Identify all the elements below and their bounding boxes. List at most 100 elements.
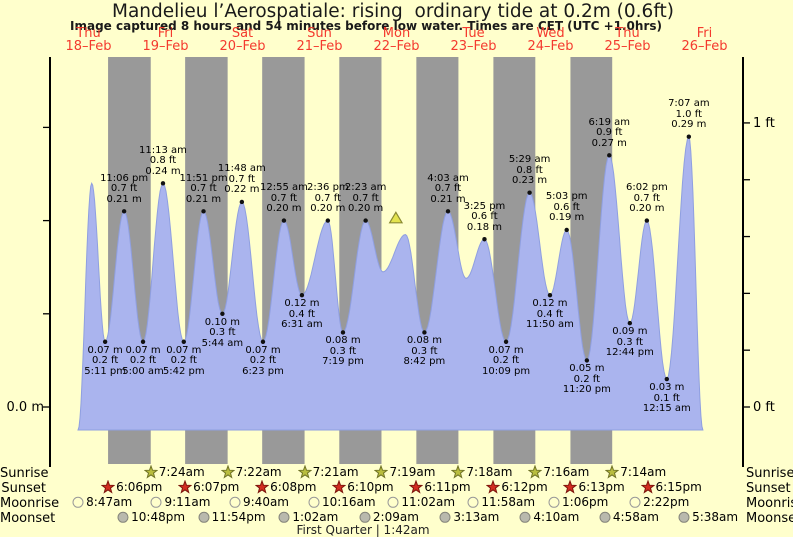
day-label: Tue 23–Feb xyxy=(450,26,497,54)
moonset-circle-icon xyxy=(359,511,371,523)
moonset-circle-icon xyxy=(599,511,611,523)
moonset-event: 2:09am xyxy=(358,510,419,524)
sunset-star-icon xyxy=(255,480,270,494)
high-tide-label: 3:25 pm 0.6 ft 0.18 m xyxy=(463,200,506,233)
sunrise-star-icon xyxy=(220,465,235,479)
low-tide-label: 0.05 m 0.2 ft 11:20 pm xyxy=(562,363,611,396)
moonrise-time: 1:06pm xyxy=(562,495,609,509)
tide-point-dot xyxy=(281,218,287,223)
tide-curve-area xyxy=(77,135,704,431)
sunset-event: 6:13pm xyxy=(563,480,625,494)
sunrise-event: 7:18am xyxy=(451,465,512,479)
high-tide-label: 11:06 pm 0.7 ft 0.21 m xyxy=(100,172,149,205)
high-tide-label: 2:23 am 0.7 ft 0.20 m xyxy=(344,182,387,215)
moonset-circle-icon xyxy=(439,511,451,523)
moonset-event: 3:13am xyxy=(438,510,499,524)
day-label: Mon 22–Feb xyxy=(373,26,420,54)
moonrise-row-label-left: Moonrise xyxy=(0,496,60,511)
current-time-marker xyxy=(388,211,404,224)
moonset-event: 1:02am xyxy=(277,510,338,524)
moonrise-circle-icon xyxy=(72,496,84,508)
tide-point-dot xyxy=(260,339,266,344)
low-tide-label: 0.08 m 0.3 ft 7:19 pm xyxy=(322,335,364,368)
y-axis-right-top-label: 1 ft xyxy=(753,116,775,131)
sunrise-event: 7:16am xyxy=(528,465,589,479)
tide-point-dot xyxy=(686,134,692,139)
y-axis-right-bottom-label: 0 ft xyxy=(753,400,775,415)
sunset-time: 6:06pm xyxy=(116,480,163,494)
moonset-time: 4:58am xyxy=(612,510,659,524)
high-tide-label: 11:13 am 0.8 ft 0.24 m xyxy=(139,144,187,177)
moonrise-circle-icon xyxy=(548,496,560,508)
sunset-event: 6:12pm xyxy=(486,480,548,494)
day-label: Fri 26–Feb xyxy=(681,26,728,54)
moonrise-circle-icon xyxy=(467,496,479,508)
chart-title: Mandelieu l’Aerospatiale: rising ordinar… xyxy=(112,1,674,22)
tide-point-dot xyxy=(644,218,650,223)
moonrise-time: 8:47am xyxy=(86,495,133,509)
tide-point-dot xyxy=(239,199,245,205)
moonset-time: 4:10am xyxy=(533,510,580,524)
moonrise-circle-icon xyxy=(308,496,320,508)
day-label: Wed 24–Feb xyxy=(527,26,574,54)
sunset-star-icon xyxy=(178,480,193,494)
moonrise-event: 8:47am xyxy=(71,495,132,509)
sunset-event: 6:15pm xyxy=(640,480,702,494)
tide-point-dot xyxy=(607,153,612,158)
sunrise-star-icon xyxy=(297,465,312,479)
moonset-circle-icon xyxy=(117,511,129,523)
moonrise-time: 11:02am xyxy=(401,495,456,509)
moonrise-circle-icon xyxy=(387,496,399,508)
moonset-circle-icon xyxy=(519,511,531,523)
moonset-time: 1:02am xyxy=(292,510,339,524)
sunrise-time: 7:16am xyxy=(543,465,590,479)
tide-point-dot xyxy=(340,330,346,335)
sunrise-star-icon xyxy=(374,465,389,479)
tide-point-dot xyxy=(201,209,206,214)
sunset-event: 6:11pm xyxy=(409,480,471,494)
sunrise-star-icon xyxy=(605,465,620,479)
sunrise-row-label-right: Sunrise xyxy=(746,466,793,481)
moonrise-event: 2:22pm xyxy=(628,495,689,509)
sunrise-star-icon xyxy=(143,465,158,479)
sunset-event: 6:08pm xyxy=(255,480,316,494)
tide-point-dot xyxy=(482,237,487,242)
low-tide-label: 0.08 m 0.3 ft 8:42 pm xyxy=(403,335,446,368)
sunrise-time: 7:22am xyxy=(235,465,282,479)
tide-point-dot xyxy=(445,209,451,214)
sunset-star-icon xyxy=(563,480,578,494)
day-label: Thu 25–Feb xyxy=(604,26,651,54)
tide-point-dot xyxy=(299,292,305,298)
moonset-time: 3:13am xyxy=(453,510,500,524)
moonset-time: 2:09am xyxy=(372,510,419,524)
low-tide-label: 0.07 m 0.2 ft 5:00 am xyxy=(122,344,164,377)
sunset-event: 6:07pm xyxy=(178,480,239,494)
sunset-time: 6:10pm xyxy=(347,480,394,494)
moonrise-time: 11:58am xyxy=(481,495,536,509)
low-tide-label: 0.07 m 0.2 ft 6:23 pm xyxy=(242,344,284,377)
moonset-time: 5:38am xyxy=(692,510,739,524)
tide-point-dot xyxy=(121,209,127,214)
sunset-time: 6:07pm xyxy=(193,480,240,494)
low-tide-label: 0.07 m 0.2 ft 10:09 pm xyxy=(482,344,531,377)
tide-point-dot xyxy=(503,339,509,344)
sunrise-event: 7:22am xyxy=(220,465,282,479)
moonset-circle-icon xyxy=(198,511,210,523)
sunrise-event: 7:19am xyxy=(374,465,435,479)
sunset-time: 6:08pm xyxy=(270,480,317,494)
tide-point-dot xyxy=(181,339,186,344)
low-tide-label: 0.09 m 0.3 ft 12:44 pm xyxy=(605,326,654,359)
moonset-circle-icon xyxy=(278,511,290,523)
moonrise-circle-icon xyxy=(229,496,241,508)
high-tide-label: 5:29 am 0.8 ft 0.23 m xyxy=(508,154,551,187)
high-tide-label: 7:07 am 1.0 ft 0.29 m xyxy=(668,98,710,131)
moon-phase-note: First Quarter | 1:42am xyxy=(296,523,430,537)
day-label: Sat 20–Feb xyxy=(219,26,266,54)
moonrise-time: 9:11am xyxy=(164,495,211,509)
day-label: Fri 19–Feb xyxy=(142,26,189,54)
sunset-row-label-left: Sunset xyxy=(1,481,46,496)
moonset-row-label-right: Moonset xyxy=(746,511,793,526)
high-tide-label: 12:55 am 0.7 ft 0.20 m xyxy=(260,182,308,215)
